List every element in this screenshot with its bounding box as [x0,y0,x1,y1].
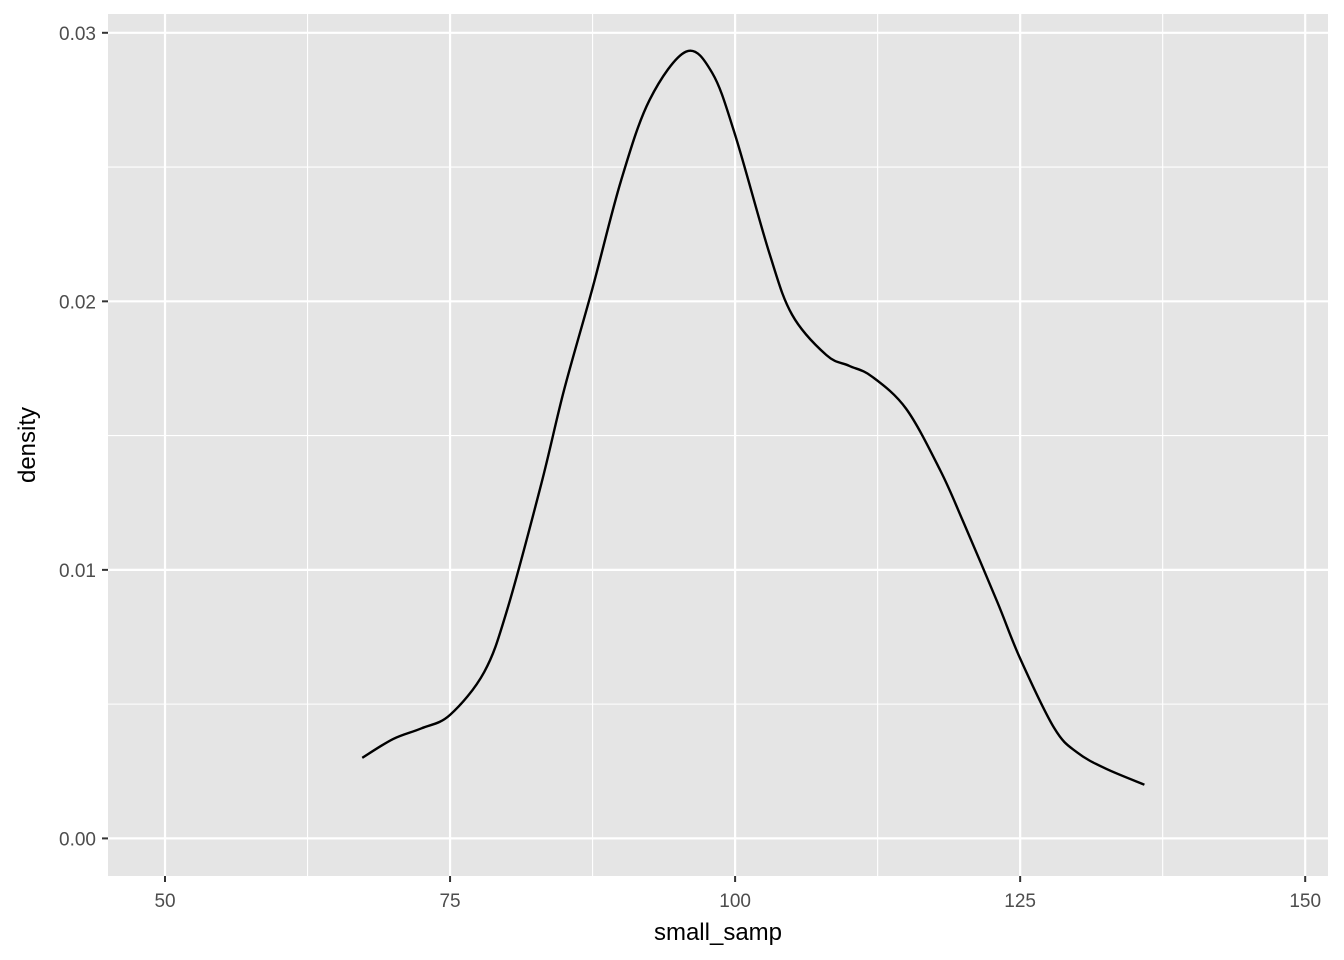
x-axis: 50 75 100 125 150 [154,876,1321,912]
x-tick-label: 125 [1004,891,1036,912]
major-gridlines [108,14,1328,876]
y-tick-label: 0.01 [59,561,96,582]
series-layer [361,49,1145,786]
x-tick-label: 150 [1289,891,1321,912]
y-axis-title: density [14,407,41,483]
y-axis: 0.00 0.01 0.02 0.03 [59,24,108,850]
y-tick-label: 0.02 [59,292,96,313]
y-tick-label: 0.03 [59,24,96,45]
x-tick-label: 75 [439,891,460,912]
y-tick-label: 0.00 [59,829,96,850]
minor-gridlines [108,14,1328,876]
plot-panel [108,14,1328,876]
density-line [361,49,1145,786]
x-axis-title: small_samp [654,919,782,946]
x-tick-label: 100 [719,891,751,912]
x-tick-label: 50 [154,891,175,912]
